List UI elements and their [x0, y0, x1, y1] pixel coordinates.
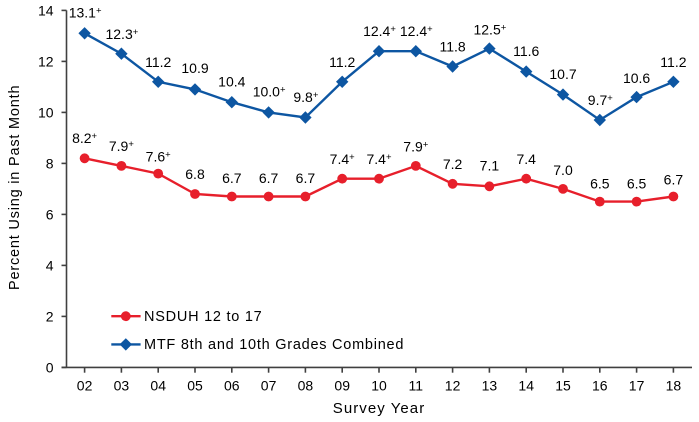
svg-text:7.4: 7.4	[516, 151, 536, 167]
svg-text:4: 4	[46, 257, 54, 273]
svg-text:7.1: 7.1	[480, 158, 500, 174]
svg-text:9.8+: 9.8+	[293, 89, 318, 105]
svg-text:MTF 8th and 10th Grades Combin: MTF 8th and 10th Grades Combined	[144, 337, 404, 353]
svg-text:6.7: 6.7	[222, 170, 242, 186]
svg-text:10.7: 10.7	[549, 66, 576, 82]
svg-text:6.5: 6.5	[627, 176, 647, 192]
svg-text:15: 15	[555, 378, 571, 394]
svg-text:12: 12	[38, 53, 54, 69]
svg-text:6.7: 6.7	[296, 170, 316, 186]
svg-text:07: 07	[261, 378, 277, 394]
svg-text:8: 8	[46, 155, 54, 171]
svg-text:10.4: 10.4	[218, 74, 245, 90]
svg-text:09: 09	[334, 378, 350, 394]
svg-text:11.2: 11.2	[660, 54, 686, 70]
svg-text:14: 14	[518, 378, 534, 394]
svg-text:6.7: 6.7	[664, 171, 684, 187]
svg-text:06: 06	[224, 378, 240, 394]
svg-text:7.9+: 7.9+	[109, 138, 134, 154]
svg-text:6.7: 6.7	[259, 170, 279, 186]
svg-text:13: 13	[482, 378, 498, 394]
svg-text:NSDUH 12 to 17: NSDUH 12 to 17	[144, 309, 263, 325]
svg-text:7.4+: 7.4+	[330, 151, 355, 167]
svg-text:Percent Using in Past Month: Percent Using in Past Month	[7, 85, 23, 290]
svg-text:12.3+: 12.3+	[105, 26, 138, 42]
svg-text:7.0: 7.0	[553, 162, 573, 178]
svg-text:11: 11	[409, 378, 424, 394]
svg-text:08: 08	[298, 378, 314, 394]
svg-text:14: 14	[38, 2, 54, 18]
svg-text:8.2+: 8.2+	[72, 130, 97, 146]
svg-text:16: 16	[592, 378, 608, 394]
svg-text:18: 18	[666, 378, 682, 394]
svg-text:12: 12	[445, 378, 461, 394]
svg-text:12.4+: 12.4+	[400, 23, 433, 39]
svg-text:10.6: 10.6	[623, 70, 650, 86]
svg-text:11.2: 11.2	[145, 54, 171, 70]
svg-text:7.9+: 7.9+	[403, 139, 428, 155]
svg-text:6.8: 6.8	[185, 166, 205, 182]
svg-text:6.5: 6.5	[590, 176, 610, 192]
svg-text:04: 04	[150, 378, 166, 394]
svg-text:2: 2	[46, 308, 54, 324]
svg-text:9.7+: 9.7+	[588, 92, 613, 108]
svg-text:10.9: 10.9	[181, 60, 208, 76]
svg-text:13.1+: 13.1+	[69, 5, 102, 21]
svg-text:11.2: 11.2	[329, 54, 355, 70]
svg-text:Survey Year: Survey Year	[333, 400, 425, 417]
svg-text:12.4+: 12.4+	[363, 23, 396, 39]
svg-text:7.4+: 7.4+	[366, 151, 391, 167]
svg-text:17: 17	[629, 378, 645, 394]
svg-text:11.8: 11.8	[439, 38, 465, 54]
svg-text:05: 05	[187, 378, 203, 394]
svg-text:10.0+: 10.0+	[253, 84, 286, 100]
svg-text:03: 03	[114, 378, 130, 394]
svg-text:02: 02	[77, 378, 93, 394]
svg-text:0: 0	[46, 359, 54, 375]
svg-text:11.6: 11.6	[513, 43, 539, 59]
svg-text:7.2: 7.2	[443, 156, 463, 172]
svg-text:7.6+: 7.6+	[146, 149, 171, 165]
svg-text:10: 10	[371, 378, 387, 394]
svg-text:12.5+: 12.5+	[473, 22, 506, 38]
svg-text:10: 10	[38, 104, 54, 120]
svg-text:6: 6	[46, 206, 54, 222]
